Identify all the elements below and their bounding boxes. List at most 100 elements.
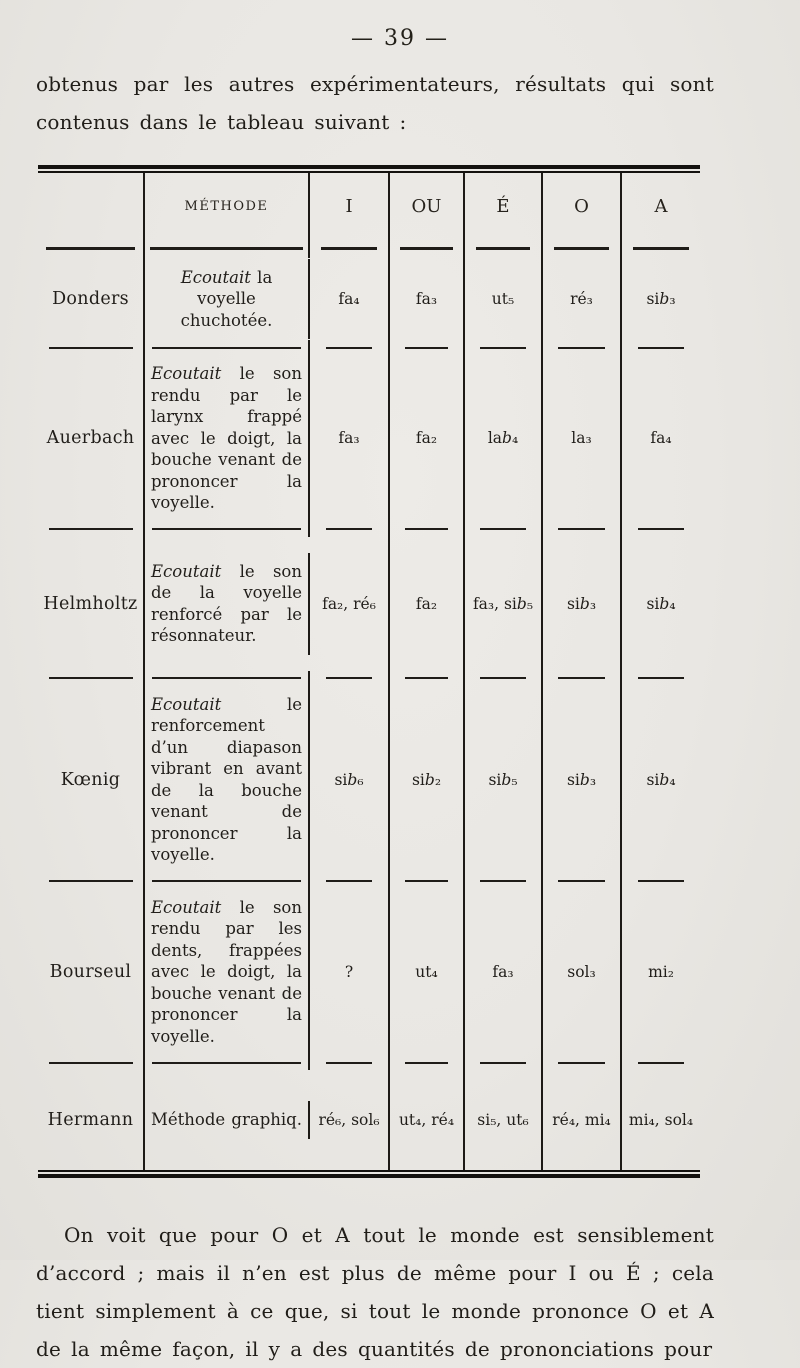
col-header-o: O [543,173,622,239]
results-table: MÉTHODE I OU É O A Donders Ecoutait la vo… [38,165,700,1178]
method-description: Ecoutait le son rendu par le larynx frap… [145,355,310,522]
table-row: Hermann Méthode graphiq. ré₆, sol₆ ut₄, ré₄… [38,1070,700,1170]
separator-dash [543,873,622,889]
separator-dash [622,671,700,686]
separator-dash [38,1055,145,1070]
method-description: Ecoutait le son rendu par les dents, fra… [145,888,310,1055]
note-value: ré₃ [543,258,622,340]
scanned-book-page: — 39 — obtenus par les autres expériment… [36,26,714,1361]
table-top-rule-thin [38,171,700,173]
col-header-i: I [310,173,390,239]
separator-dash [390,1055,465,1070]
method-description: Ecoutait le son de la voyelle renforcé p… [145,552,310,655]
separator-dash [622,874,700,889]
experimenter-name: Donders [38,258,145,340]
table-header-row: MÉTHODE I OU É O A [38,173,700,239]
separator-dash [543,239,622,258]
row-separator-dashes [38,670,700,686]
separator-dash [145,521,310,537]
note-value: fa₄ [310,258,390,340]
separator-dash [465,521,543,537]
separator-dash [145,1055,310,1070]
experimenter-name: Hermann [38,1070,145,1170]
table-row: Donders Ecoutait la voyelle chuchotée. fa₄… [38,258,700,340]
separator-dash [390,670,465,686]
note-value: fa₂, ré₆ [310,536,390,671]
method-description: Ecoutait le renforcement d’un diapason v… [145,685,310,874]
note-value: ? [310,888,390,1055]
table-row: Bourseul Ecoutait le son rendu par les de… [38,888,700,1055]
col-header-methode: MÉTHODE [145,173,310,239]
table-row: Helmholtz Ecoutait le son de la voyelle r… [38,536,700,671]
separator-dash [390,521,465,537]
note-value: fa₃ [465,888,543,1055]
separator-dash [38,239,145,258]
note-value: la₃ [543,355,622,522]
separator-dash [38,521,145,537]
separator-dash [145,239,310,258]
separator-dash [465,873,543,889]
separator-dash [543,340,622,355]
note-value: mi₄, sol₄ [628,1111,694,1129]
intro-paragraph: obtenus par les autres expérimentateurs,… [36,72,714,134]
separator-dash [622,340,700,355]
note-value: si₅, ut₆ [465,1070,543,1170]
separator-dash [310,340,390,355]
note-value: fa₃ [310,355,390,522]
col-header-ou: OU [390,173,465,239]
experimenter-name: Kœnig [38,685,145,874]
table-top-rule-thick [38,165,700,169]
separator-dash [465,1055,543,1070]
separator-dash [390,873,465,889]
table-row: Kœnig Ecoutait le renforcement d’un diapa… [38,685,700,874]
separator-dash [465,239,543,258]
separator-dash [543,1055,622,1070]
separator-dash [38,873,145,889]
separator-dash [38,340,145,355]
separator-dash [390,340,465,355]
separator-dash [465,340,543,355]
method-description: Méthode graphiq. [145,1101,310,1139]
col-header-e-accent: É [465,173,543,239]
separator-dash [310,239,390,258]
experimenter-name: Auerbach [38,355,145,522]
note-value: ut₄, ré₄ [390,1070,465,1170]
note-value: ut₄ [390,888,465,1055]
separator-dash [543,670,622,686]
separator-dash [145,873,310,889]
separator-dash [38,670,145,686]
experimenter-name: Helmholtz [38,536,145,671]
separator-dash [465,670,543,686]
note-value: fa₂ [390,536,465,671]
method-description: Ecoutait la voyelle chuchotée. [145,258,310,340]
separator-dash [310,1055,390,1070]
page-number: — 39 — [351,26,449,51]
table-bottom-rule-thin [38,1170,700,1172]
note-value: ré₆, sol₆ [310,1070,390,1170]
note-value: sol₃ [543,888,622,1055]
separator-dash [310,521,390,537]
separator-dash [543,521,622,537]
table-row: Auerbach Ecoutait le son rendu par le lar… [38,355,700,522]
table-bottom-rule-thick [38,1174,700,1178]
separator-dash [310,670,390,686]
header-separator-dashes [38,239,700,258]
col-header-a: A [654,195,668,217]
row-separator-dashes [38,873,700,889]
col-header-empty [38,173,145,239]
separator-dash [145,670,310,686]
separator-dash [390,239,465,258]
note-value: fa₄ [650,429,672,448]
separator-dash [145,340,310,355]
row-separator-dashes [38,1055,700,1070]
results-table-body: Donders Ecoutait la voyelle chuchotée. fa₄… [38,258,700,1170]
row-separator-dashes [38,340,700,355]
